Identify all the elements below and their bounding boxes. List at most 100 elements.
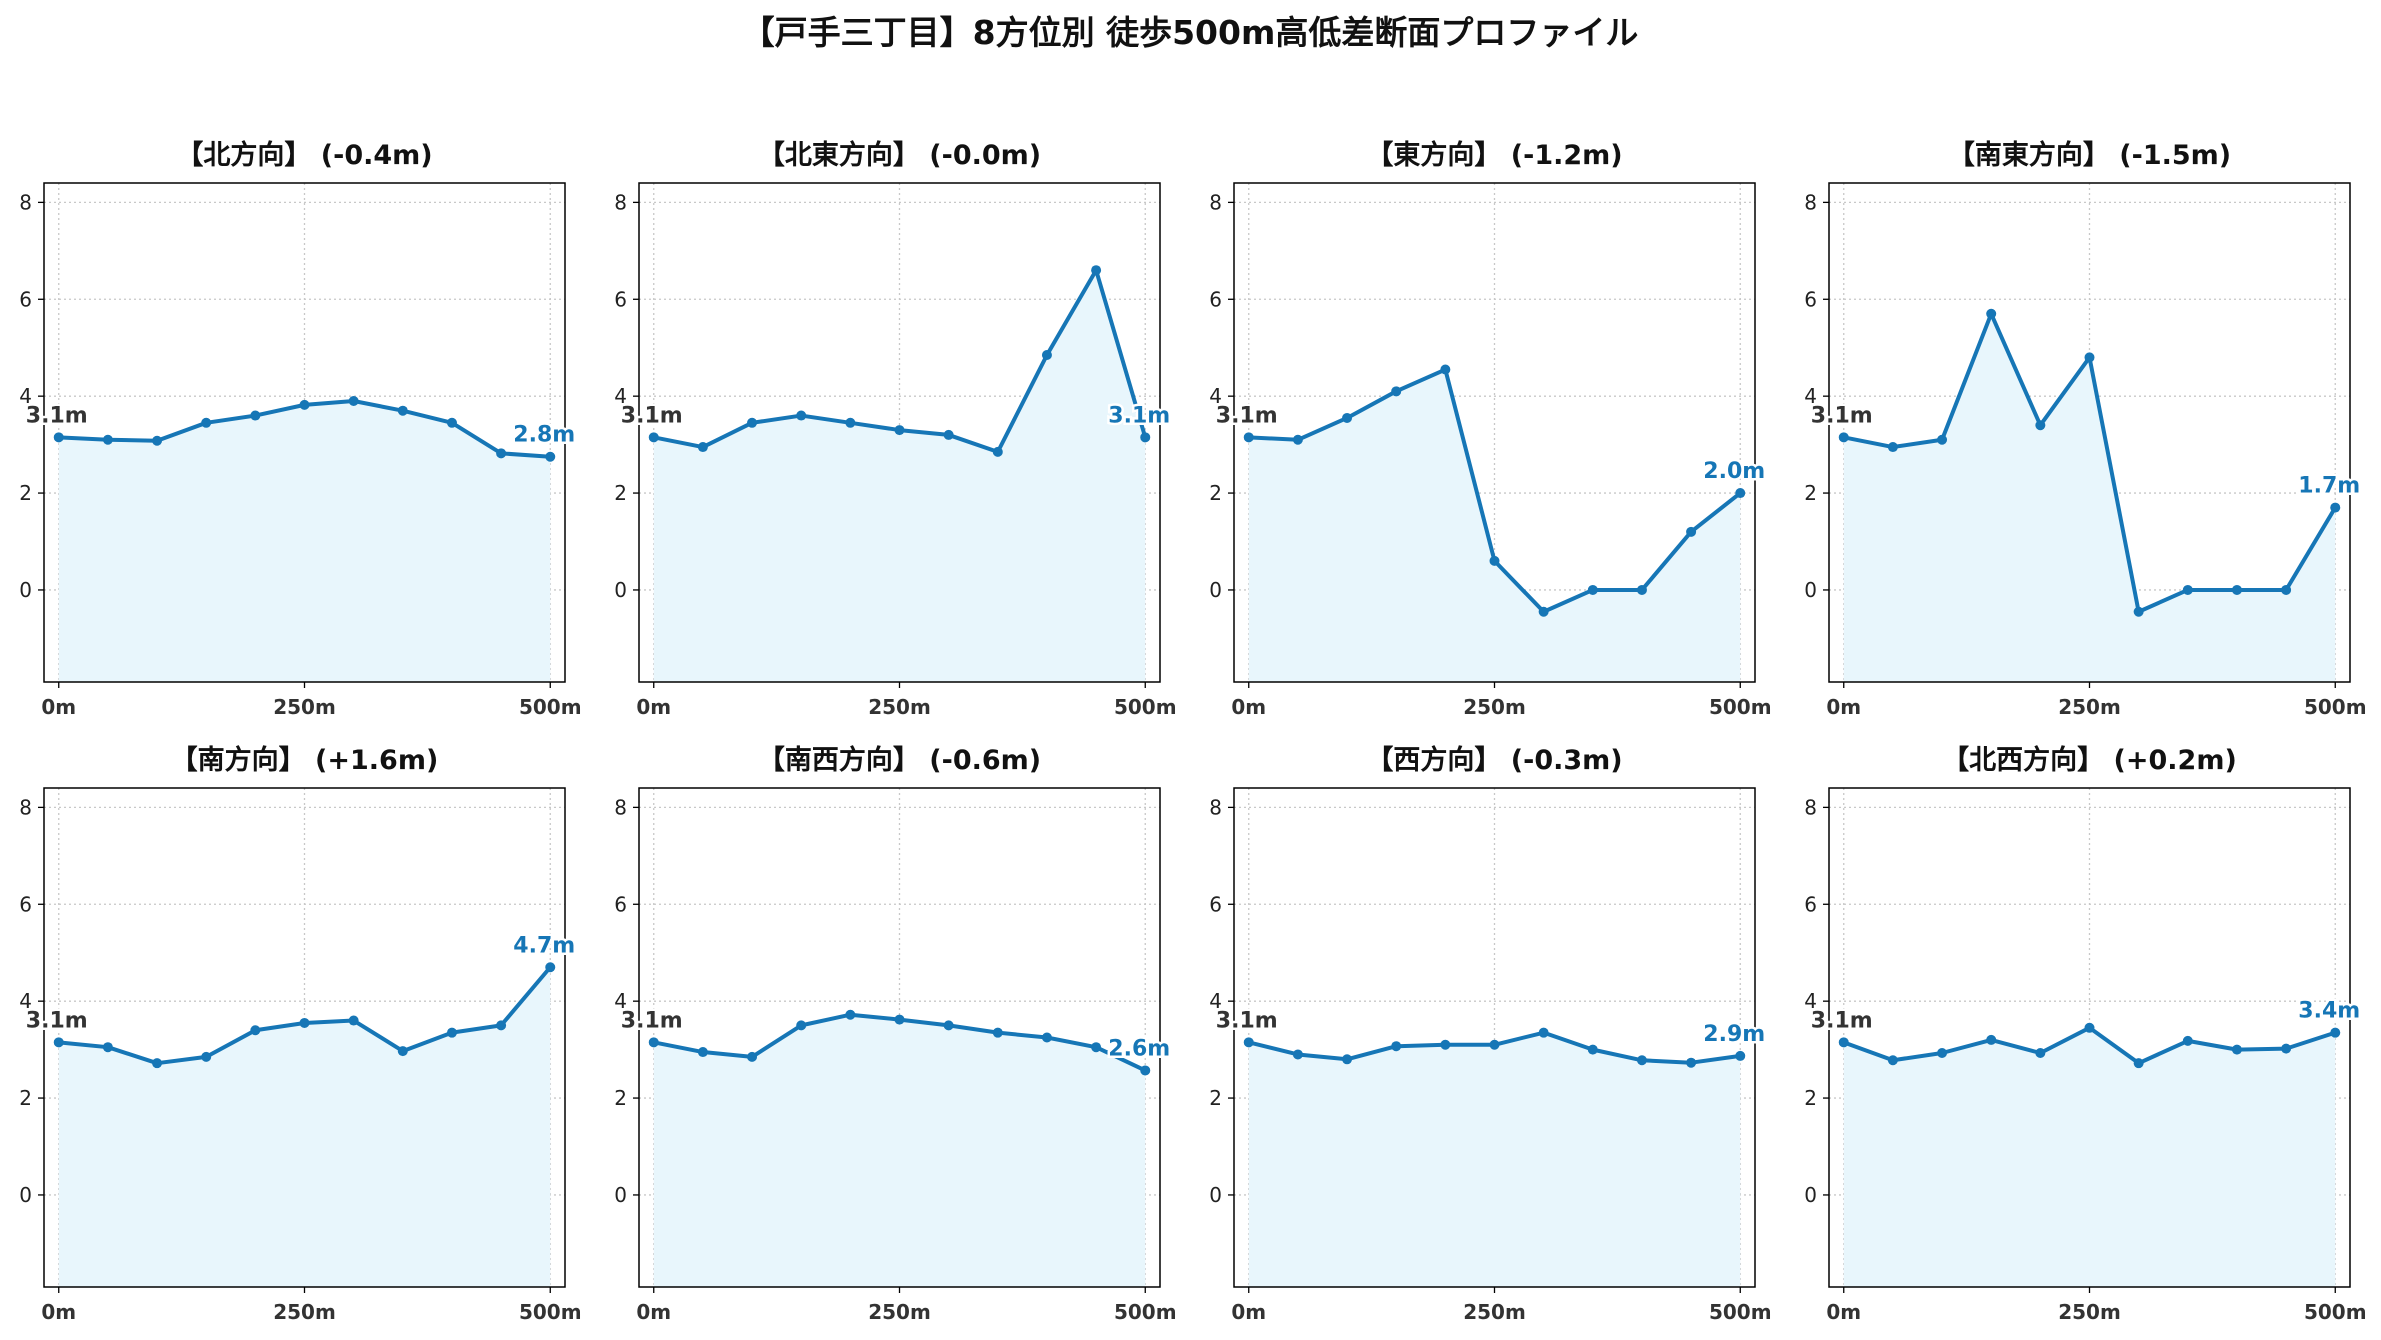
y-tick-label: 8 [19, 795, 32, 819]
data-point [1587, 584, 1598, 595]
data-point [1686, 1057, 1697, 1068]
data-point [2182, 584, 2193, 595]
data-point [894, 1014, 905, 1025]
end-elevation-label: 1.7m [2298, 474, 2360, 499]
data-point [250, 1025, 261, 1036]
y-tick-label: 2 [19, 481, 32, 505]
end-elevation-label: 2.8m [513, 423, 575, 448]
y-tick-label: 2 [1804, 481, 1817, 505]
data-point [2133, 1058, 2144, 1069]
data-point [1342, 412, 1353, 423]
data-point [2035, 420, 2046, 431]
y-tick-label: 0 [614, 1183, 627, 1207]
y-tick-label: 0 [19, 1183, 32, 1207]
data-point [1735, 1050, 1746, 1061]
y-tick-label: 0 [1804, 578, 1817, 602]
panel-5: 【南方向】 (+1.6m) 0 2 4 6 8 0m 250m 500m 3.1m 4.7m [19, 744, 581, 1324]
panel-title: 【北方向】 (-0.4m) [176, 139, 432, 171]
y-tick-label: 8 [1804, 795, 1817, 819]
y-tick-label: 8 [614, 190, 627, 214]
data-point [1686, 526, 1697, 537]
y-tick-label: 6 [614, 892, 627, 916]
data-point [102, 434, 113, 445]
y-tick-label: 4 [19, 989, 32, 1013]
data-point [2330, 502, 2341, 513]
data-point [1041, 349, 1052, 360]
start-elevation-label: 3.1m [26, 403, 88, 428]
y-tick-label: 8 [19, 190, 32, 214]
data-point [1636, 584, 1647, 595]
panel-title: 【東方向】 (-1.2m) [1366, 139, 1622, 171]
y-tick-label: 0 [1209, 1183, 1222, 1207]
x-tick-label: 0m [1231, 695, 1266, 719]
y-tick-label: 2 [1209, 481, 1222, 505]
data-point [2231, 584, 2242, 595]
panel-title: 【南方向】 (+1.6m) [171, 744, 439, 776]
data-point [1838, 432, 1849, 443]
data-point [2330, 1027, 2341, 1038]
data-point [1091, 265, 1102, 276]
data-point [943, 1020, 954, 1031]
panel-title: 【南東方向】 (-1.5m) [1948, 139, 2231, 171]
panel-6: 【南西方向】 (-0.6m) 0 2 4 6 8 0m 250m 500m 3.1m 2.6m [614, 744, 1176, 1324]
panel-3: 【東方向】 (-1.2m) 0 2 4 6 8 0m 250m 500m 3.1m 2.0m [1209, 139, 1771, 719]
data-point [2084, 352, 2095, 363]
data-point [845, 417, 856, 428]
panel-title: 【北西方向】 (+0.2m) [1942, 744, 2237, 776]
start-elevation-label: 3.1m [621, 1008, 683, 1033]
figure-title: 【戸手三丁目】8方位別 徒歩500m高低差断面プロファイル [742, 13, 1639, 52]
y-tick-label: 2 [1804, 1086, 1817, 1110]
data-point [53, 1037, 64, 1048]
data-point [1489, 1039, 1500, 1050]
start-elevation-label: 3.1m [1811, 1008, 1873, 1033]
data-point [152, 1058, 163, 1069]
data-point [2281, 1043, 2292, 1054]
data-point [496, 1020, 507, 1031]
elevation-area [653, 1014, 1146, 1287]
data-point [201, 1051, 212, 1062]
data-point [2231, 1044, 2242, 1055]
end-elevation-label: 3.4m [2298, 999, 2360, 1024]
x-tick-label: 0m [636, 695, 671, 719]
x-tick-label: 250m [273, 695, 336, 719]
data-point [2035, 1048, 2046, 1059]
y-tick-label: 0 [19, 578, 32, 602]
data-point [1538, 606, 1549, 617]
data-point [1440, 364, 1451, 375]
data-point [53, 432, 64, 443]
data-point [250, 410, 261, 421]
elevation-area [58, 967, 551, 1287]
data-point [545, 962, 556, 973]
x-tick-label: 500m [519, 695, 582, 719]
data-point [845, 1009, 856, 1020]
x-tick-label: 0m [636, 1300, 671, 1324]
data-point [348, 396, 359, 407]
x-tick-label: 250m [1463, 695, 1526, 719]
start-elevation-label: 3.1m [621, 403, 683, 428]
data-point [299, 1017, 310, 1028]
y-tick-label: 8 [1209, 190, 1222, 214]
y-tick-label: 6 [1804, 892, 1817, 916]
x-tick-label: 0m [41, 695, 76, 719]
y-tick-label: 6 [1209, 287, 1222, 311]
start-elevation-label: 3.1m [26, 1008, 88, 1033]
y-tick-label: 6 [1804, 287, 1817, 311]
data-point [2281, 584, 2292, 595]
data-point [1140, 1065, 1151, 1076]
end-elevation-label: 2.6m [1108, 1036, 1170, 1061]
data-point [747, 1051, 758, 1062]
data-point [697, 1047, 708, 1058]
data-point [943, 429, 954, 440]
data-point [796, 410, 807, 421]
x-tick-label: 250m [1463, 1300, 1526, 1324]
y-tick-label: 2 [614, 1086, 627, 1110]
data-point [1292, 1049, 1303, 1060]
x-tick-label: 250m [2058, 1300, 2121, 1324]
end-elevation-label: 4.7m [513, 933, 575, 958]
elevation-area [1843, 1027, 2336, 1287]
data-point [1587, 1044, 1598, 1055]
elevation-area [653, 270, 1146, 682]
y-tick-label: 0 [614, 578, 627, 602]
data-point [1887, 442, 1898, 453]
x-tick-label: 500m [1709, 695, 1772, 719]
